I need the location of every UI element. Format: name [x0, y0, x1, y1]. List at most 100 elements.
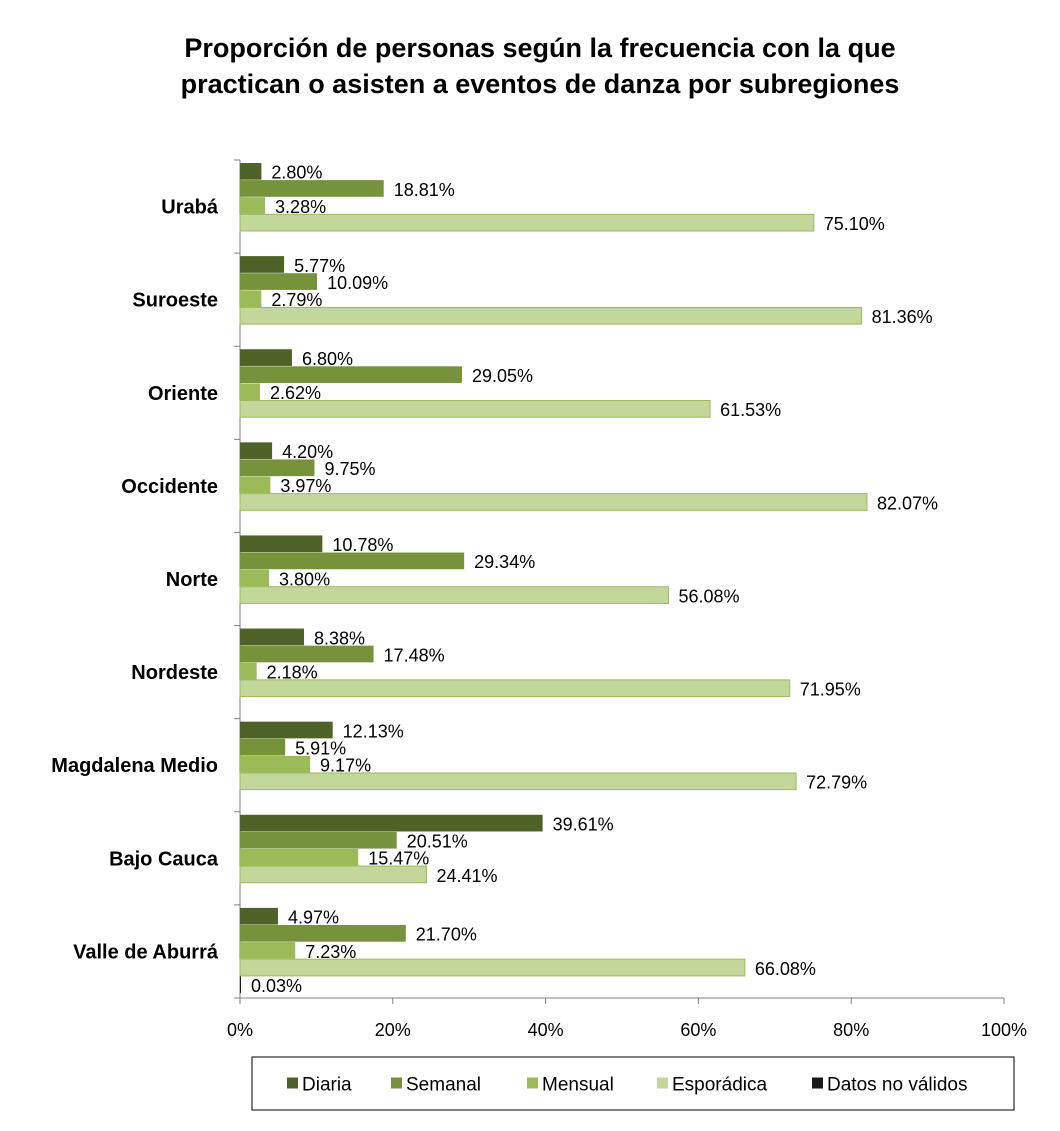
bar — [240, 942, 296, 959]
bar — [240, 907, 278, 925]
data-label: 7.23% — [305, 942, 356, 962]
bar — [240, 569, 270, 587]
x-tick-label: 80% — [833, 1020, 869, 1040]
bar — [239, 679, 791, 698]
bar — [239, 865, 427, 884]
bar — [239, 958, 746, 977]
data-label: 29.34% — [474, 552, 535, 572]
data-label: 2.18% — [267, 662, 318, 682]
bar — [239, 586, 669, 604]
x-tick-label: 20% — [375, 1020, 411, 1040]
data-label: 24.41% — [436, 866, 497, 886]
data-label: 3.80% — [279, 569, 330, 589]
x-tick-label: 60% — [680, 1020, 716, 1040]
bar — [240, 831, 397, 849]
bar — [239, 772, 797, 791]
legend-swatch — [812, 1077, 823, 1089]
data-label: 3.28% — [275, 197, 326, 217]
data-label: 2.62% — [270, 383, 321, 403]
legend-swatch — [391, 1077, 402, 1089]
data-label: 5.91% — [295, 738, 346, 758]
data-label: 0.03% — [251, 976, 302, 996]
category-label: Oriente — [148, 383, 218, 405]
data-label: 12.13% — [343, 721, 404, 741]
bar — [240, 662, 257, 680]
bar — [239, 400, 711, 418]
category-label: Nordeste — [131, 662, 218, 684]
bar — [240, 349, 292, 366]
bar — [240, 848, 359, 866]
legend-swatch — [657, 1077, 668, 1089]
bar — [240, 442, 273, 460]
bar — [240, 383, 261, 401]
data-label: 72.79% — [806, 773, 867, 793]
legend-entry: Datos no válidos — [827, 1075, 967, 1096]
bar — [240, 180, 384, 197]
data-label: 15.47% — [368, 849, 429, 869]
bar — [240, 476, 271, 494]
bar — [240, 721, 333, 739]
chart-title-line-2: practican o asisten a eventos de danza p… — [180, 69, 900, 99]
legend-entry: Esporádica — [672, 1075, 767, 1096]
data-label: 56.08% — [678, 586, 739, 606]
legend-entry: Diaria — [302, 1075, 352, 1096]
bar — [240, 924, 406, 942]
data-label: 66.08% — [755, 959, 816, 979]
bar — [240, 552, 465, 570]
data-label: 71.95% — [800, 680, 861, 700]
category-label: Urabá — [161, 197, 219, 219]
category-label: Occidente — [121, 476, 218, 498]
category-label: Norte — [166, 569, 218, 591]
bar — [239, 306, 863, 325]
bar — [240, 755, 311, 773]
data-label: 2.79% — [271, 290, 322, 310]
bar — [240, 459, 315, 477]
bar — [240, 290, 262, 308]
bar — [240, 976, 241, 993]
data-label: 20.51% — [407, 832, 468, 852]
x-tick-label: 100% — [981, 1020, 1027, 1040]
bar — [239, 493, 868, 511]
bar — [240, 535, 323, 553]
data-label: 82.07% — [877, 493, 938, 513]
data-label: 8.38% — [314, 628, 365, 648]
bar — [240, 628, 305, 646]
data-label: 6.80% — [302, 349, 353, 369]
chart-title-line-1: Proporción de personas según la frecuenc… — [184, 33, 896, 63]
bar — [240, 163, 262, 180]
data-label: 29.05% — [472, 366, 533, 386]
data-label: 9.17% — [320, 756, 371, 776]
data-label: 10.09% — [327, 273, 388, 293]
data-label: 17.48% — [384, 645, 445, 665]
bar — [239, 213, 815, 232]
bar — [240, 366, 462, 384]
category-label: Bajo Cauca — [109, 848, 219, 870]
data-label: 9.75% — [324, 459, 375, 479]
bar — [240, 814, 543, 832]
data-label: 39.61% — [553, 814, 614, 834]
chart-title: Proporción de personas según la frecuenc… — [60, 30, 1020, 102]
data-label: 21.70% — [416, 925, 477, 945]
data-label: 3.97% — [280, 476, 331, 496]
data-label: 2.80% — [271, 163, 322, 183]
category-label: Magdalena Medio — [51, 755, 218, 777]
legend-entry: Mensual — [542, 1075, 614, 1096]
bar — [240, 256, 285, 273]
legend-box — [251, 1056, 1015, 1111]
data-label: 81.36% — [872, 307, 933, 327]
category-label: Suroeste — [132, 290, 218, 312]
x-tick-label: 0% — [227, 1020, 253, 1040]
legend-swatch — [527, 1077, 538, 1089]
bar — [240, 197, 266, 214]
data-label: 4.20% — [282, 442, 333, 462]
legend-swatch — [287, 1077, 298, 1089]
bar — [240, 645, 374, 663]
data-label: 61.53% — [720, 400, 781, 420]
legend-entry: Semanal — [406, 1075, 481, 1096]
data-label: 10.78% — [332, 535, 393, 555]
category-label: Valle de Aburrá — [73, 941, 219, 963]
bar — [240, 273, 318, 290]
data-label: 4.97% — [288, 908, 339, 928]
data-label: 18.81% — [394, 180, 455, 200]
